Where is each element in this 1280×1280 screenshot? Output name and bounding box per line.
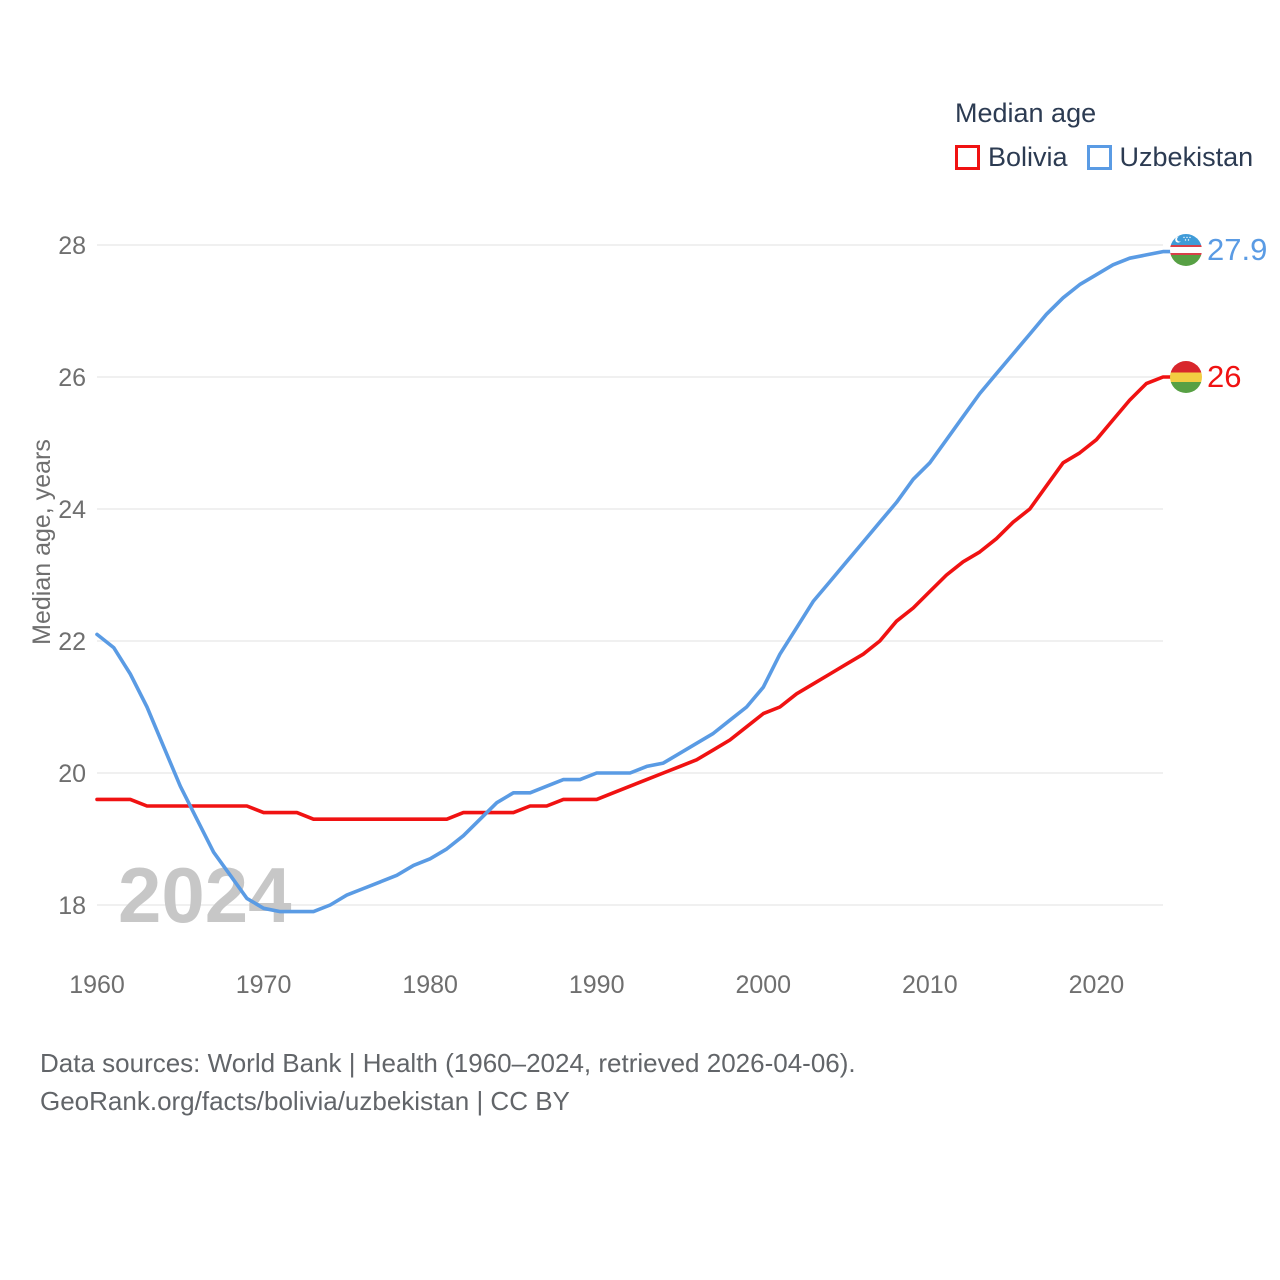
uzbekistan-color-swatch (1086, 145, 1112, 170)
legend-item-uzbekistan[interactable]: Uzbekistan (1086, 142, 1254, 173)
uzbekistan-end-value: 27.9 (1207, 232, 1268, 267)
legend-item-bolivia[interactable]: Bolivia (955, 142, 1068, 173)
x-tick-1970: 1970 (236, 971, 292, 999)
y-tick-28: 28 (58, 232, 86, 260)
x-tick-1980: 1980 (402, 971, 458, 999)
legend-label-uzbekistan: Uzbekistan (1119, 142, 1254, 172)
y-tick-22: 22 (58, 628, 86, 656)
bolivia-color-swatch (955, 145, 980, 170)
y-tick-20: 20 (58, 760, 86, 788)
year-watermark: 2024 (118, 851, 292, 939)
uzbekistan-series-line[interactable] (95, 249, 1173, 914)
bolivia-flag-icon (1170, 361, 1202, 393)
attribution-line: GeoRank.org/facts/bolivia/uzbekistan | C… (40, 1086, 570, 1116)
chart-footer: Data sources: World Bank | Health (1960–… (40, 1044, 856, 1120)
uzbekistan-flag-icon (1170, 234, 1202, 266)
y-tick-24: 24 (58, 496, 86, 524)
y-axis-title: Median age, years (28, 439, 56, 645)
chart-legend: Median age Bolivia Uzbekistan (955, 98, 1253, 173)
x-tick-2020: 2020 (1069, 971, 1125, 999)
bolivia-end-value: 26 (1207, 359, 1242, 394)
bolivia-series-line[interactable] (95, 375, 1173, 821)
legend-label-bolivia: Bolivia (988, 142, 1068, 172)
y-tick-26: 26 (58, 364, 86, 392)
legend-title: Median age (955, 98, 1097, 128)
y-tick-18: 18 (58, 892, 86, 920)
x-tick-1960: 1960 (69, 971, 125, 999)
uzbekistan-end-label: 27.9 (1170, 234, 1267, 266)
x-tick-1990: 1990 (569, 971, 625, 999)
x-tick-2000: 2000 (735, 971, 791, 999)
legend-items: Bolivia Uzbekistan (955, 142, 1253, 173)
x-tick-2010: 2010 (902, 971, 958, 999)
bolivia-end-label: 26 (1170, 361, 1241, 393)
data-sources-line: Data sources: World Bank | Health (1960–… (40, 1048, 856, 1078)
